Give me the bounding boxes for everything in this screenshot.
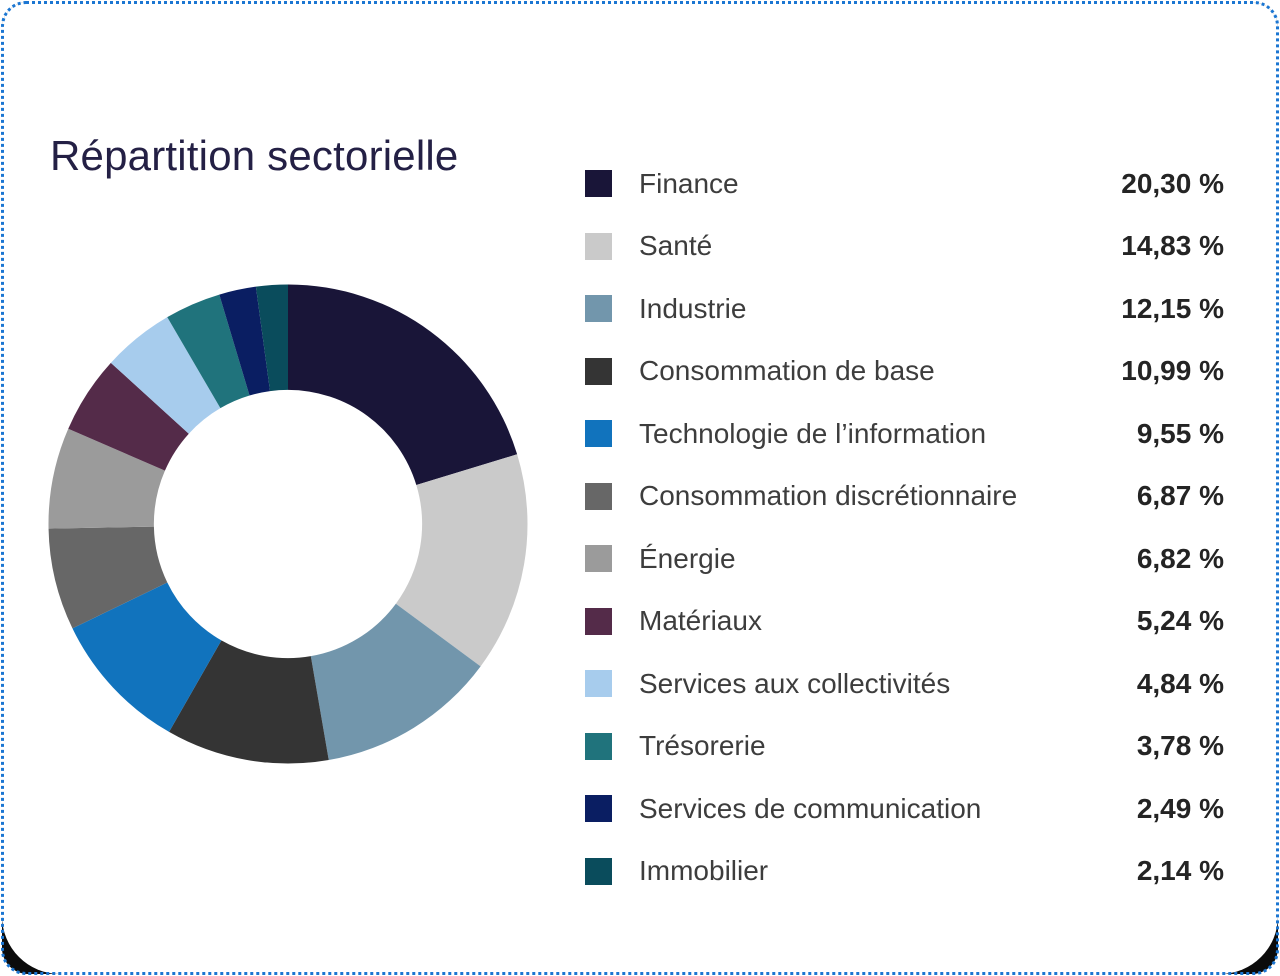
legend-item: Consommation de base 10,99 % [585, 355, 1224, 386]
legend-item: Trésorerie 3,78 % [585, 730, 1224, 761]
legend-swatch [585, 795, 612, 822]
legend-value: 2,14 % [1136, 855, 1224, 886]
chart-legend: Finance 20,30 % Santé 14,83 % Industrie 12,15… [585, 167, 1224, 886]
legend-label: Finance [639, 167, 739, 199]
legend-swatch [585, 482, 612, 510]
legend-value: 10,99 % [1121, 355, 1224, 386]
legend-value: 6,87 % [1136, 480, 1224, 511]
donut-segment [48, 428, 165, 529]
legend-label: Consommation de base [639, 355, 935, 386]
donut-segment [255, 284, 288, 392]
legend-item: Services aux collectivités 4,84 % [585, 667, 1224, 699]
legend-label: Services aux collectivités [639, 667, 951, 699]
legend-label: Industrie [639, 292, 747, 324]
legend-item: Matériaux 5,24 % [585, 605, 1224, 636]
legend-item: Industrie 12,15 % [585, 292, 1224, 324]
donut-segment [48, 526, 168, 629]
legend-item: Immobilier 2,14 % [585, 855, 1224, 886]
legend-value: 3,78 % [1136, 730, 1224, 761]
legend-label: Services de communication [639, 792, 982, 824]
donut-segment [167, 294, 250, 409]
legend-label: Trésorerie [639, 730, 766, 761]
legend-value: 5,24 % [1136, 605, 1224, 636]
legend-value: 2,49 % [1136, 792, 1224, 824]
legend-item: Consommation discrétionnaire 6,87 % [585, 480, 1224, 511]
donut-segment [288, 284, 518, 485]
legend-swatch [585, 607, 612, 635]
donut-segment [72, 582, 222, 732]
donut-segment [169, 640, 329, 764]
legend-label: Immobilier [639, 855, 769, 886]
legend-swatch [585, 545, 612, 572]
legend-item: Finance 20,30 % [585, 167, 1224, 199]
legend-value: 20,30 % [1121, 167, 1224, 199]
legend-value: 12,15 % [1121, 292, 1224, 324]
legend-swatch [585, 420, 612, 447]
legend-item: Technologie de l’information 9,55 % [585, 417, 1224, 449]
page-title: Répartition sectorielle [50, 132, 459, 180]
legend-item: Énergie 6,82 % [585, 542, 1224, 574]
legend-value: 4,84 % [1136, 667, 1224, 699]
legend-value: 9,55 % [1136, 417, 1224, 449]
legend-swatch [585, 357, 612, 385]
donut-segment [219, 286, 271, 396]
donut-segment [395, 454, 528, 667]
legend-label: Technologie de l’information [639, 417, 987, 449]
legend-value: 6,82 % [1136, 542, 1224, 574]
legend-label: Consommation discrétionnaire [639, 480, 1018, 511]
legend-label: Santé [639, 230, 713, 261]
legend-label: Énergie [639, 542, 736, 574]
legend-value: 14,83 % [1121, 230, 1224, 261]
legend-swatch [585, 732, 612, 760]
donut-chart-svg [48, 284, 528, 764]
legend-item: Services de communication 2,49 % [585, 792, 1224, 824]
sector-donut-chart [48, 284, 528, 764]
legend-swatch [585, 232, 612, 260]
donut-segment [110, 317, 221, 434]
donut-segment [310, 603, 481, 761]
donut-segment [68, 362, 189, 471]
legend-item: Santé 14,83 % [585, 230, 1224, 261]
legend-swatch [585, 295, 612, 322]
legend-swatch [585, 170, 612, 197]
legend-swatch [585, 670, 612, 697]
legend-swatch [585, 857, 612, 885]
legend-label: Matériaux [639, 605, 762, 636]
